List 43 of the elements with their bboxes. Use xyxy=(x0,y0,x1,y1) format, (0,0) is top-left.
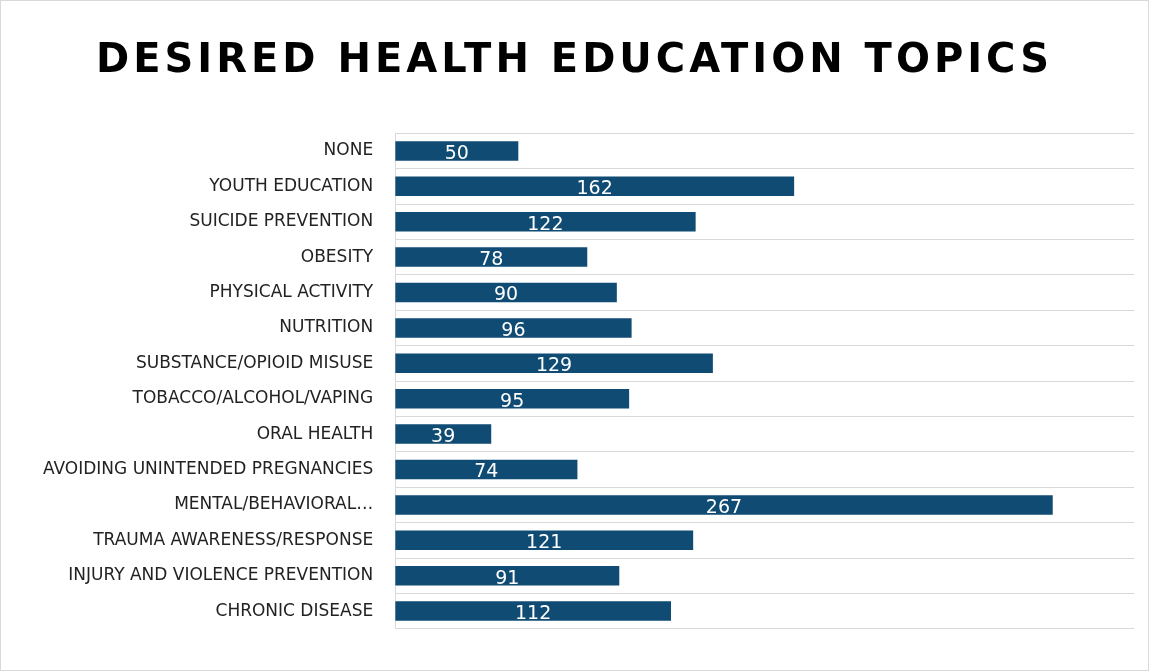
y-tick-label: PHYSICAL ACTIVITY xyxy=(209,280,374,301)
bar xyxy=(395,495,1053,515)
y-tick-label: TRAUMA AWARENESS/RESPONSE xyxy=(92,528,374,549)
y-tick-label: INJURY AND VIOLENCE PREVENTION xyxy=(68,564,374,585)
y-tick-label: AVOIDING UNINTENDED PREGNANCIES xyxy=(42,457,374,478)
data-label: 39 xyxy=(431,424,456,447)
y-tick-label: OBESITY xyxy=(300,245,374,266)
chart-title: DESIRED HEALTH EDUCATION TOPICS xyxy=(95,35,1054,81)
bar xyxy=(395,247,588,267)
bar xyxy=(395,459,578,480)
y-tick-label: TOBACCO/ALCOHOL/VAPING xyxy=(131,387,374,408)
bar xyxy=(395,565,620,586)
bar xyxy=(395,353,713,374)
y-tick-label: ORAL HEALTH xyxy=(256,422,374,443)
bar xyxy=(395,424,492,444)
bar xyxy=(395,211,696,232)
y-tick-label: SUICIDE PREVENTION xyxy=(189,210,374,231)
data-label: 74 xyxy=(474,459,499,482)
y-tick-label: SUBSTANCE/OPIOID MISUSE xyxy=(136,351,374,372)
data-label: 121 xyxy=(526,530,563,553)
data-label: 95 xyxy=(500,388,525,411)
data-label: 50 xyxy=(444,140,469,163)
data-label: 129 xyxy=(535,353,573,376)
data-label: 78 xyxy=(479,247,504,270)
y-tick-label: MENTAL/BEHAVIORAL… xyxy=(174,493,374,514)
data-label: 90 xyxy=(493,282,519,305)
data-label: 267 xyxy=(705,494,743,517)
bar xyxy=(395,318,632,338)
y-tick-label: NONE xyxy=(323,139,374,160)
data-label: 122 xyxy=(527,211,564,234)
bar xyxy=(395,282,617,303)
y-tick-label: CHRONIC DISEASE xyxy=(215,599,374,620)
bar xyxy=(395,601,672,621)
data-label: 112 xyxy=(514,601,552,624)
y-tick-label: NUTRITION xyxy=(279,316,374,337)
bar xyxy=(395,388,630,409)
bar xyxy=(395,141,519,161)
data-label: 162 xyxy=(576,176,613,199)
data-label: 96 xyxy=(501,317,526,340)
y-tick-label: YOUTH EDUCATION xyxy=(208,174,374,195)
bar xyxy=(395,176,795,197)
bar xyxy=(395,530,694,551)
data-label: 91 xyxy=(495,565,520,588)
